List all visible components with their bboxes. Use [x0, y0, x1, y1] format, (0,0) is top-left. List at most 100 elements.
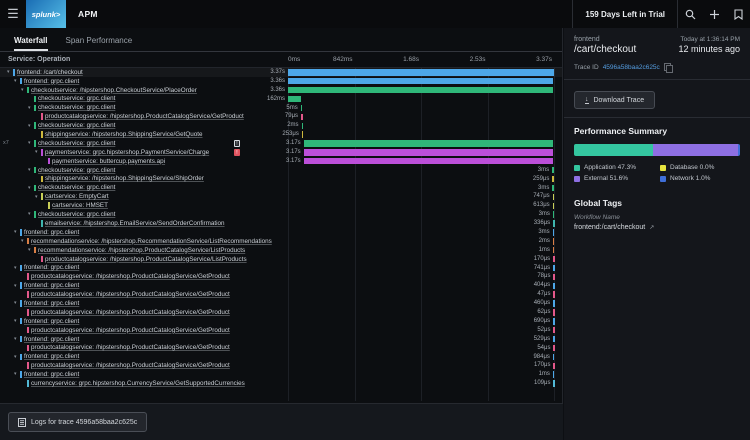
span-duration-bar[interactable]	[552, 175, 554, 183]
collapse-caret-icon[interactable]: ▾	[28, 122, 31, 129]
error-badge-icon[interactable]: !	[233, 149, 241, 156]
span-row[interactable]: ▾ checkoutservice: grpc.client 3ms	[0, 184, 562, 193]
trace-id-link[interactable]: 4596a58baa2c625c	[602, 63, 660, 71]
span-row[interactable]: ▾ frontend: grpc.client 984μs	[0, 353, 562, 362]
collapse-caret-icon[interactable]: ▾	[14, 371, 17, 378]
span-duration-bar[interactable]	[288, 78, 554, 85]
collapse-caret-icon[interactable]: ▾	[14, 78, 17, 85]
span-row[interactable]: productcatalogservice: /hipstershop.Prod…	[0, 344, 562, 353]
search-icon[interactable]	[678, 0, 702, 28]
span-duration-bar[interactable]	[553, 344, 555, 352]
span-duration-bar[interactable]	[552, 238, 555, 245]
span-row[interactable]: ▾ checkoutservice: grpc.client 5ms	[0, 104, 562, 113]
span-label[interactable]: checkoutservice: grpc.client	[38, 211, 116, 219]
bookmark-icon[interactable]	[726, 0, 750, 28]
span-duration-bar[interactable]	[553, 380, 555, 387]
span-row[interactable]: paymentservice: buttercup.payments.api 3.…	[0, 157, 562, 166]
copy-icon[interactable]	[663, 63, 673, 73]
span-duration-bar[interactable]	[553, 335, 555, 343]
span-row[interactable]: ▾ frontend: grpc.client 1ms	[0, 370, 562, 379]
span-label[interactable]: frontend: /cart/checkout	[17, 68, 83, 76]
span-duration-bar[interactable]	[552, 166, 554, 174]
span-row[interactable]: ▾ recommendationservice: /hipstershop.Pro…	[0, 246, 562, 255]
span-row[interactable]: ▾ checkoutservice: grpc.client 3ms	[0, 210, 562, 219]
span-label[interactable]: checkoutservice: /hipstershop.CheckoutSe…	[31, 86, 197, 94]
span-duration-bar[interactable]	[553, 264, 555, 272]
span-duration-bar[interactable]	[552, 247, 555, 254]
span-label[interactable]: productcatalogservice: /hipstershop.Prod…	[31, 273, 230, 281]
span-row[interactable]: productcatalogservice: /hipstershop.Prod…	[0, 308, 562, 317]
collapse-caret-icon[interactable]: ▾	[7, 69, 10, 76]
span-duration-bar[interactable]	[552, 202, 555, 209]
span-label[interactable]: recommendationservice: /hipstershop.Reco…	[31, 237, 272, 245]
span-duration-bar[interactable]	[300, 104, 303, 112]
span-label[interactable]: frontend: grpc.client	[24, 371, 80, 379]
collapse-caret-icon[interactable]: ▾	[35, 193, 38, 200]
span-label[interactable]: frontend: grpc.client	[24, 317, 80, 325]
span-row[interactable]: ▾ checkoutservice: grpc.client 2ms	[0, 121, 562, 130]
span-label[interactable]: emailservice: /hipstershop.EmailService/…	[45, 219, 225, 227]
warning-badge-icon[interactable]: !	[233, 140, 241, 147]
span-duration-bar[interactable]	[552, 211, 555, 218]
collapse-caret-icon[interactable]: ▾	[14, 335, 17, 342]
span-row[interactable]: cartservice: HMSET 613μs	[0, 201, 562, 210]
span-row[interactable]: ▾ frontend: grpc.client 404μs	[0, 281, 562, 290]
collapse-caret-icon[interactable]: ▾	[28, 104, 31, 111]
span-label[interactable]: frontend: grpc.client	[24, 264, 80, 272]
span-label[interactable]: productcatalogservice: /hipstershop.Prod…	[45, 255, 247, 263]
span-row[interactable]: ▾ frontend: /cart/checkout 3.37s	[0, 68, 562, 77]
span-row[interactable]: productcatalogservice: /hipstershop.Prod…	[0, 272, 562, 281]
span-row[interactable]: ▾ frontend: grpc.client 460μs	[0, 299, 562, 308]
span-duration-bar[interactable]	[301, 131, 304, 138]
span-duration-bar[interactable]	[553, 309, 555, 316]
span-label[interactable]: currencyservice: grpc.hipstershop.Curren…	[31, 379, 245, 387]
span-row[interactable]: productcatalogservice: /hipstershop.Prod…	[0, 326, 562, 335]
span-label[interactable]: recommendationservice: /hipstershop.Prod…	[38, 246, 246, 254]
span-label[interactable]: productcatalogservice: /hipstershop.Prod…	[31, 308, 230, 316]
span-label[interactable]: frontend: grpc.client	[24, 335, 80, 343]
span-label[interactable]: productcatalogservice: /hipstershop.Prod…	[31, 291, 230, 299]
span-row[interactable]: ▾ frontend: grpc.client 529μs	[0, 335, 562, 344]
span-label[interactable]: frontend: grpc.client	[24, 228, 80, 236]
span-label[interactable]: checkoutservice: grpc.client	[38, 122, 116, 130]
span-label[interactable]: frontend: grpc.client	[24, 299, 80, 307]
span-row[interactable]: ▾ frontend: grpc.client 741μs	[0, 264, 562, 273]
span-duration-bar[interactable]	[303, 140, 554, 147]
span-label[interactable]: productcatalogservice: /hipstershop.Prod…	[45, 113, 244, 121]
collapse-caret-icon[interactable]: ▾	[21, 238, 24, 245]
span-duration-bar[interactable]	[553, 220, 555, 227]
span-row[interactable]: shippingservice: /hipstershop.ShippingSe…	[0, 130, 562, 139]
span-label[interactable]: frontend: grpc.client	[24, 353, 80, 361]
span-duration-bar[interactable]	[553, 291, 555, 298]
span-row[interactable]: ▾ checkoutservice: /hipstershop.CheckoutS…	[0, 86, 562, 95]
collapse-caret-icon[interactable]: ▾	[14, 282, 17, 289]
span-row[interactable]: productcatalogservice: /hipstershop.Prod…	[0, 112, 562, 121]
span-row[interactable]: emailservice: /hipstershop.EmailService/…	[0, 219, 562, 228]
span-label[interactable]: productcatalogservice: /hipstershop.Prod…	[31, 326, 230, 334]
span-row[interactable]: shippingservice: /hipstershop.ShippingSe…	[0, 175, 562, 184]
span-row[interactable]: ▾ cartservice: EmptyCart 747μs	[0, 192, 562, 201]
span-row[interactable]: x7 ▾ checkoutservice: grpc.client 3.17s!	[0, 139, 562, 148]
span-label[interactable]: checkoutservice: grpc.client	[38, 104, 116, 112]
collapse-caret-icon[interactable]: ▾	[14, 229, 17, 236]
span-row[interactable]: checkoutservice: grpc.client 162ms	[0, 95, 562, 104]
download-trace-button[interactable]: ↓ Download Trace	[574, 91, 656, 109]
span-duration-bar[interactable]	[553, 318, 555, 325]
span-row[interactable]: currencyservice: grpc.hipstershop.Curren…	[0, 379, 562, 388]
span-duration-bar[interactable]	[303, 149, 554, 156]
span-label[interactable]: shippingservice: /hipstershop.ShippingSe…	[45, 175, 204, 183]
span-duration-bar[interactable]	[552, 193, 555, 201]
span-label[interactable]: checkoutservice: grpc.client	[38, 184, 116, 192]
span-duration-bar[interactable]	[288, 95, 301, 103]
collapse-caret-icon[interactable]: ▾	[21, 86, 24, 93]
span-duration-bar[interactable]	[288, 86, 554, 94]
span-duration-bar[interactable]	[553, 362, 555, 369]
tab-waterfall[interactable]: Waterfall	[14, 36, 48, 51]
span-row[interactable]: productcatalogservice: /hipstershop.Prod…	[0, 361, 562, 370]
collapse-caret-icon[interactable]: ▾	[35, 149, 38, 156]
span-row[interactable]: ▾ frontend: grpc.client 690μs	[0, 317, 562, 326]
span-duration-bar[interactable]	[552, 229, 555, 236]
span-duration-bar[interactable]	[553, 255, 555, 263]
span-label[interactable]: checkoutservice: grpc.client	[38, 139, 116, 147]
collapse-caret-icon[interactable]: ▾	[28, 211, 31, 218]
